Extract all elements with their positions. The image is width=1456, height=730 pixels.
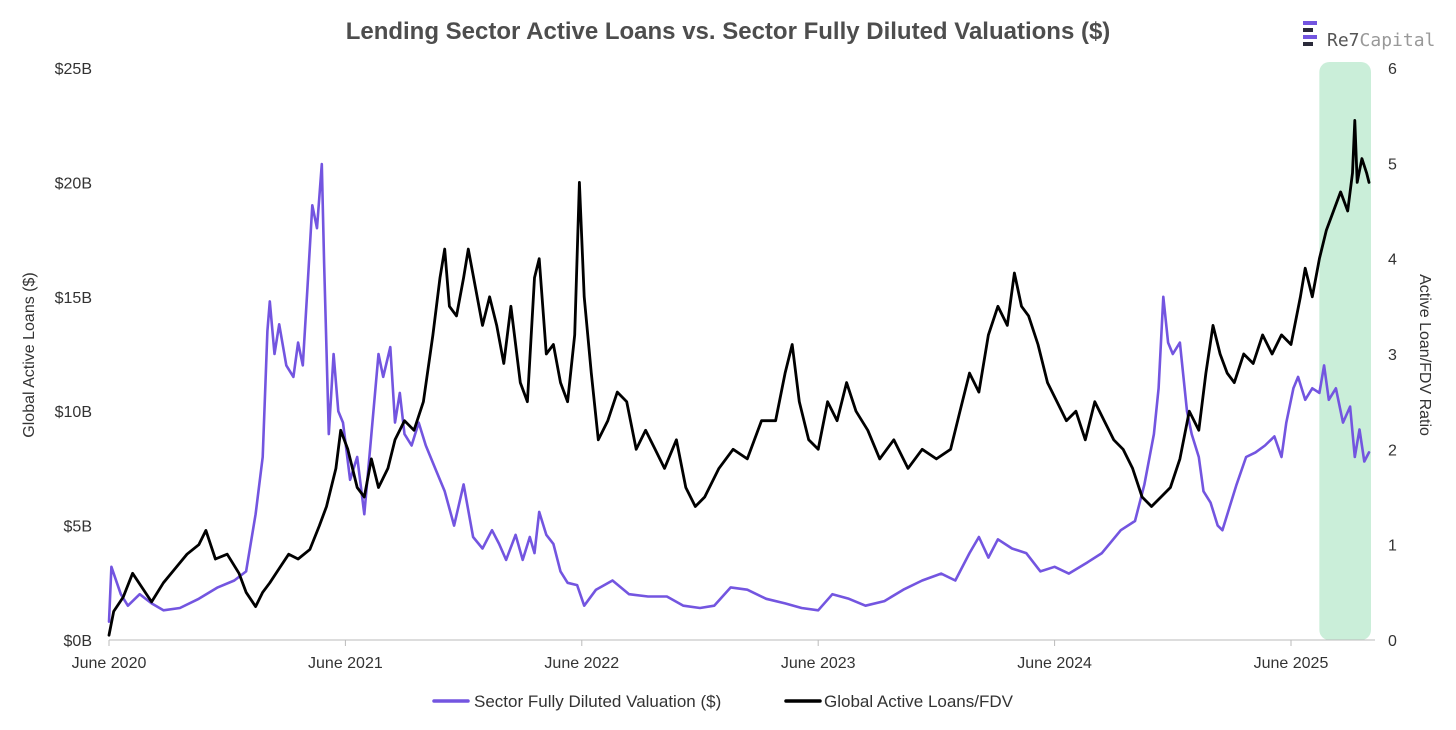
y-axis-right-label: Active Loan/FDV Ratio <box>1416 274 1433 436</box>
brand-icon <box>1303 21 1317 46</box>
legend-label: Sector Fully Diluted Valuation ($) <box>474 692 721 711</box>
x-tick-label: June 2021 <box>308 655 383 672</box>
y-left-tick-label: $15B <box>55 290 92 307</box>
legend: Sector Fully Diluted Valuation ($) Global… <box>432 692 1014 711</box>
y-right-tick-label: 2 <box>1388 442 1397 459</box>
brand-logo: Re7Capital <box>1303 21 1435 51</box>
series-layer <box>107 119 1371 637</box>
highlight-region-layer <box>1319 62 1371 640</box>
brand-text: Re7Capital <box>1327 30 1435 51</box>
tick-labels: June 2020 June 2021 June 2022 June 2023 June… <box>55 61 1397 672</box>
y-right-tick-label: 0 <box>1388 633 1397 650</box>
brand-suffix: Capital <box>1360 30 1436 51</box>
series-line-loans-ratio <box>107 119 1371 637</box>
chart-title: Lending Sector Active Loans vs. Sector F… <box>346 18 1111 45</box>
y-axis-left-label: Global Active Loans ($) <box>21 272 38 437</box>
x-tick-label: June 2024 <box>1017 655 1092 672</box>
y-right-tick-label: 1 <box>1388 538 1397 555</box>
y-right-tick-label: 6 <box>1388 61 1397 78</box>
y-right-tick-label: 4 <box>1388 252 1397 269</box>
y-left-tick-label: $5B <box>64 519 92 536</box>
brand-name: Re7 <box>1327 30 1360 51</box>
y-left-tick-label: $25B <box>55 61 92 78</box>
highlight-region <box>1319 62 1371 640</box>
axes <box>108 639 1375 646</box>
x-tick-label: June 2025 <box>1254 655 1329 672</box>
x-tick-label: June 2022 <box>544 655 619 672</box>
y-left-tick-label: $10B <box>55 404 92 421</box>
y-right-tick-label: 5 <box>1388 156 1397 173</box>
legend-label: Global Active Loans/FDV <box>824 692 1014 711</box>
y-left-tick-label: $20B <box>55 175 92 192</box>
series-line-fdv <box>107 162 1371 623</box>
x-tick-label: June 2023 <box>781 655 856 672</box>
y-left-tick-label: $0B <box>64 633 92 650</box>
y-right-tick-label: 3 <box>1388 347 1397 364</box>
x-tick-label: June 2020 <box>72 655 147 672</box>
